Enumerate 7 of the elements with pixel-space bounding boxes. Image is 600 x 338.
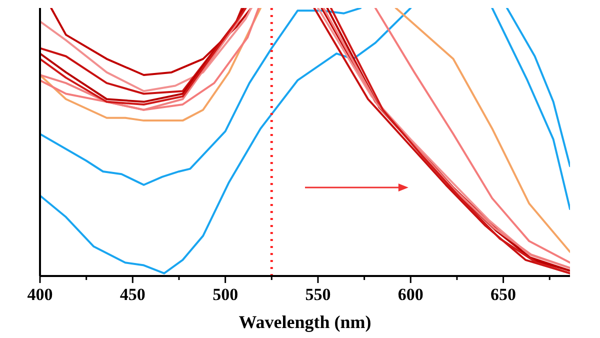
x-axis-title: Wavelength (nm) [238,312,372,332]
x-tick-label: 550 [305,285,331,304]
x-tick-label: 450 [120,285,146,304]
x-tick-label: 650 [490,285,516,304]
x-tick-label: 500 [212,285,238,304]
x-tick-label: 600 [398,285,424,304]
x-tick-label: 400 [27,285,53,304]
